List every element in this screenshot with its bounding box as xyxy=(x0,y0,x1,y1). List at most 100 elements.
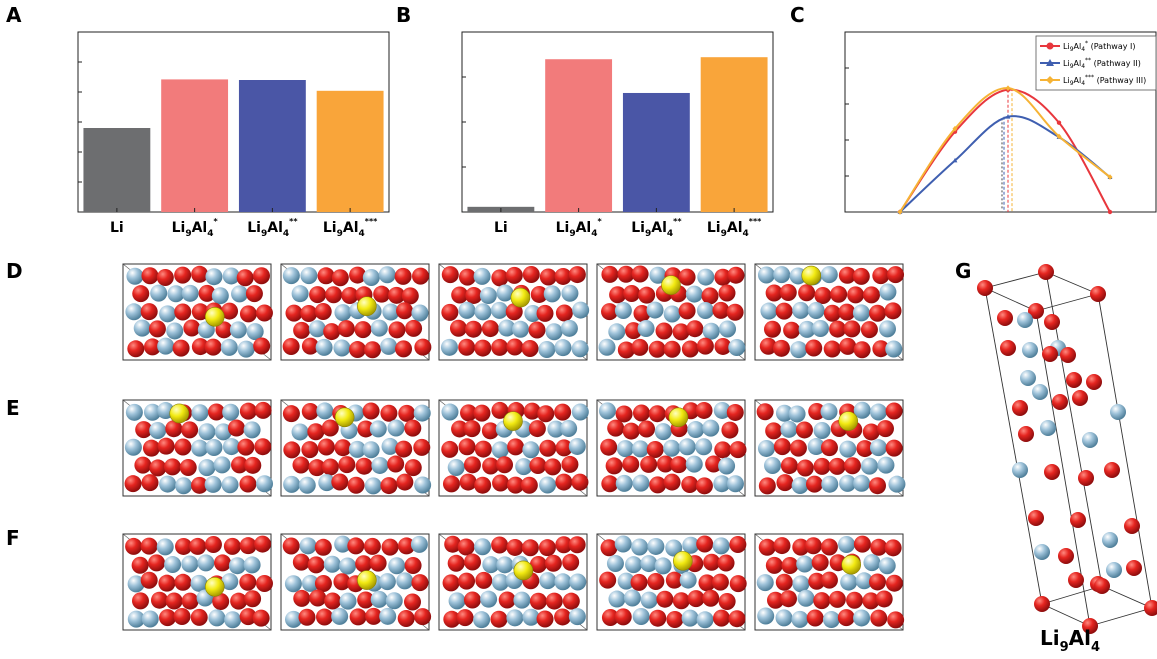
atom xyxy=(853,535,871,553)
atom xyxy=(463,420,481,438)
atom xyxy=(623,589,641,607)
atom xyxy=(181,284,199,302)
atom xyxy=(349,341,367,359)
atom xyxy=(681,340,699,358)
atom xyxy=(672,323,690,341)
atom xyxy=(821,475,839,493)
atom xyxy=(820,266,838,284)
atom xyxy=(795,421,813,439)
atom xyxy=(491,338,509,356)
atom xyxy=(872,267,890,285)
atom xyxy=(631,538,649,556)
atom xyxy=(243,556,261,574)
atom xyxy=(285,304,303,322)
atom xyxy=(338,456,356,474)
atom xyxy=(632,404,650,422)
data-point xyxy=(1005,114,1011,119)
atom xyxy=(522,265,540,283)
atom xyxy=(524,304,542,322)
atom xyxy=(697,268,715,286)
li-atom xyxy=(334,407,355,428)
atom xyxy=(806,609,824,627)
atom xyxy=(672,592,690,610)
atom xyxy=(174,303,192,321)
atom xyxy=(282,338,300,356)
atom xyxy=(405,319,423,337)
atom xyxy=(820,403,838,421)
structure-snapshot xyxy=(754,533,905,631)
atom xyxy=(695,438,713,456)
atom xyxy=(655,322,673,340)
atom xyxy=(807,438,825,456)
atom xyxy=(649,609,667,627)
bar xyxy=(238,80,306,212)
atom xyxy=(631,338,649,356)
atom xyxy=(321,419,339,437)
unit-cell-edge xyxy=(1035,310,1091,627)
atom xyxy=(686,320,704,338)
atom xyxy=(640,455,658,473)
atom xyxy=(491,573,509,591)
atom xyxy=(646,441,664,459)
atom xyxy=(463,456,481,474)
atom xyxy=(839,337,857,355)
atom xyxy=(811,554,829,572)
atom xyxy=(191,439,209,457)
atom xyxy=(380,337,398,355)
atom xyxy=(513,591,531,609)
atom xyxy=(131,556,149,574)
atom xyxy=(1000,340,1016,356)
atom xyxy=(555,439,573,457)
atom xyxy=(1052,394,1068,410)
atom xyxy=(718,592,736,610)
data-point xyxy=(952,125,958,132)
atom xyxy=(539,268,557,286)
data-point xyxy=(897,209,903,215)
atom xyxy=(830,285,848,303)
atom xyxy=(820,571,838,589)
legend: Li9Al4* (Pathway I) Li9Al4** (Pathway II)… xyxy=(1035,35,1157,91)
atom xyxy=(254,401,272,419)
atom xyxy=(491,441,509,459)
atom xyxy=(362,441,380,459)
atom xyxy=(663,439,681,457)
atom xyxy=(318,474,336,492)
atom xyxy=(522,608,540,626)
atom xyxy=(243,421,261,439)
atom xyxy=(244,590,262,608)
atom xyxy=(607,419,625,437)
atom xyxy=(687,590,705,608)
li-atom xyxy=(503,411,523,431)
atom xyxy=(1090,286,1106,302)
legend-label: Li9Al4*** (Pathway III) xyxy=(1063,74,1146,87)
atom xyxy=(1032,384,1048,400)
li-atom xyxy=(169,403,190,424)
atom xyxy=(506,338,524,356)
atom xyxy=(331,269,349,287)
atom xyxy=(759,337,777,355)
bar xyxy=(161,79,229,213)
atom xyxy=(181,421,199,439)
structure-snapshot xyxy=(596,533,747,631)
atom xyxy=(885,402,903,420)
atom xyxy=(444,535,462,553)
structure-snapshot xyxy=(122,263,273,361)
atom xyxy=(728,610,746,628)
atom xyxy=(197,554,215,572)
atom xyxy=(156,269,174,287)
atom xyxy=(529,456,547,474)
atom xyxy=(165,420,183,438)
atom xyxy=(175,477,193,495)
atom xyxy=(133,319,151,337)
atom xyxy=(441,403,459,421)
atom xyxy=(554,267,572,285)
atom xyxy=(685,455,703,473)
unit-cell-edge xyxy=(1097,293,1153,609)
atom xyxy=(474,339,492,357)
category-label: Li9Al4** xyxy=(247,217,298,239)
atom xyxy=(529,555,547,573)
atom xyxy=(545,323,563,341)
atom xyxy=(598,338,616,356)
atom xyxy=(839,440,857,458)
atom xyxy=(601,609,619,627)
